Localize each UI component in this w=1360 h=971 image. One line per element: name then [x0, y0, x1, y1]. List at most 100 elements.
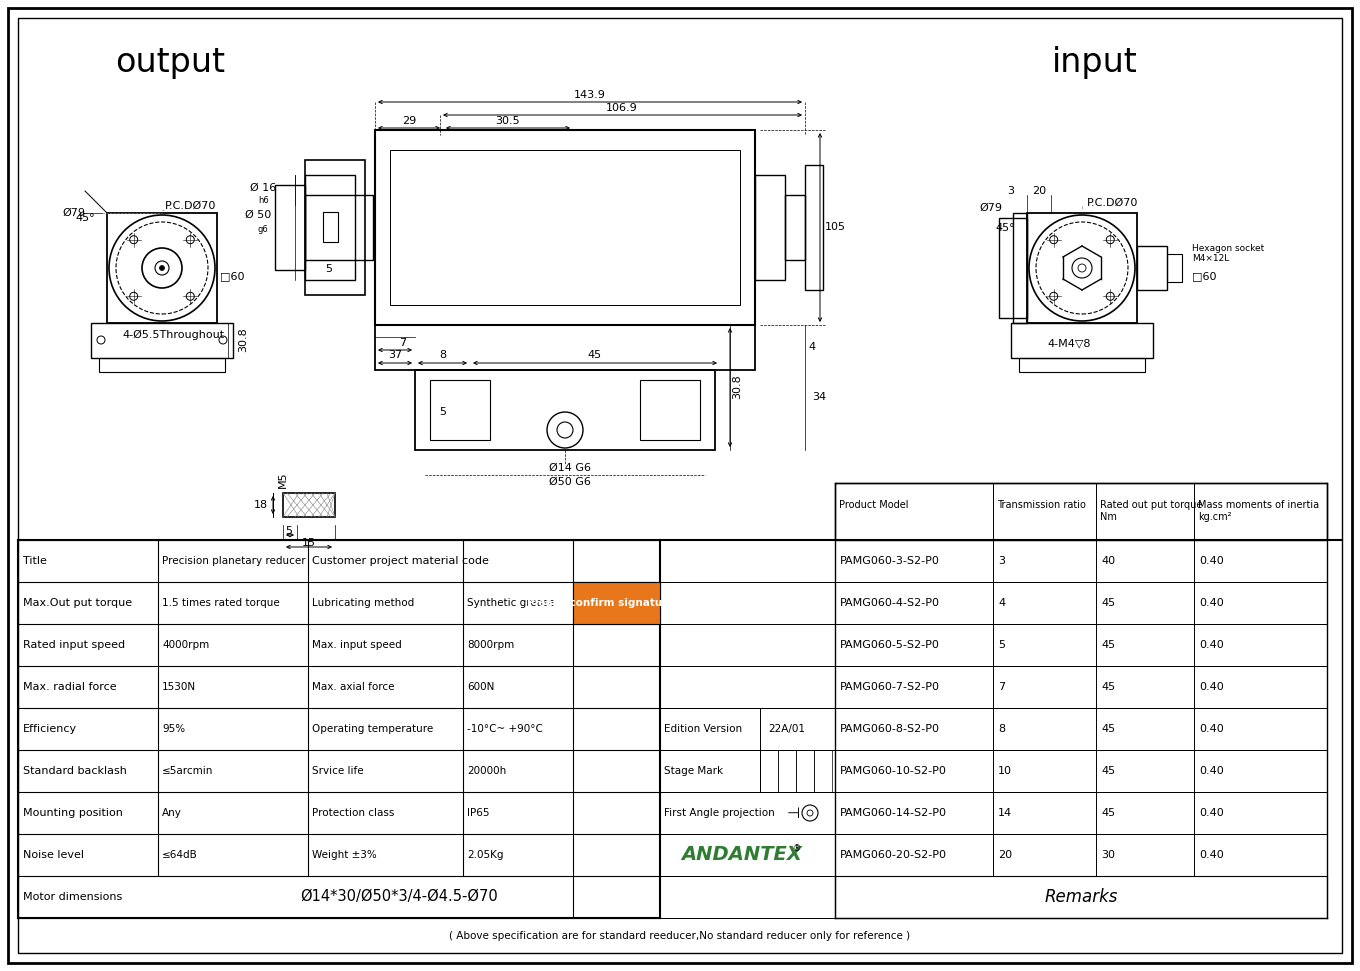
Bar: [1027, 213, 1137, 323]
Text: 20: 20: [1032, 186, 1046, 196]
Bar: [835, 708, 1327, 750]
Text: P.C.DØ70: P.C.DØ70: [1087, 198, 1138, 208]
Text: input: input: [1053, 46, 1138, 79]
Text: Ø14*30/Ø50*3/4-Ø4.5-Ø70: Ø14*30/Ø50*3/4-Ø4.5-Ø70: [301, 889, 498, 905]
Bar: [660, 876, 835, 918]
Text: Please confirm signature/date: Please confirm signature/date: [528, 598, 704, 608]
Bar: [835, 792, 1327, 834]
Bar: [796, 750, 815, 792]
Bar: [835, 540, 1327, 582]
Text: IP65: IP65: [466, 808, 490, 818]
Text: Rated out put torque: Rated out put torque: [1100, 499, 1202, 510]
Text: 37: 37: [388, 350, 403, 360]
Text: PAMG060-7-S2-P0: PAMG060-7-S2-P0: [840, 682, 940, 692]
Text: Operating temperature: Operating temperature: [311, 724, 434, 734]
Text: Any: Any: [162, 808, 182, 818]
Text: Motor dimensions: Motor dimensions: [23, 892, 122, 902]
Text: 45: 45: [1102, 640, 1115, 650]
Text: Srvice life: Srvice life: [311, 766, 363, 776]
Text: 45: 45: [1102, 808, 1115, 818]
Text: 0.40: 0.40: [1200, 598, 1224, 608]
Text: -10°C~ +90°C: -10°C~ +90°C: [466, 724, 543, 734]
Bar: [305, 195, 373, 260]
Text: 45: 45: [1102, 682, 1115, 692]
Text: Remarks: Remarks: [1044, 888, 1118, 906]
Text: 30.5: 30.5: [495, 116, 521, 126]
Text: 4-M4▽8: 4-M4▽8: [1047, 338, 1091, 348]
Bar: [660, 708, 835, 750]
Text: Ø 16: Ø 16: [250, 183, 276, 193]
Text: 22A/01: 22A/01: [768, 724, 805, 734]
Text: Max. input speed: Max. input speed: [311, 640, 401, 650]
Circle shape: [159, 265, 165, 271]
Bar: [835, 582, 1327, 624]
Text: Synthetic grease: Synthetic grease: [466, 598, 555, 608]
Text: 2.05Kg: 2.05Kg: [466, 850, 503, 860]
Text: PAMG060-8-S2-P0: PAMG060-8-S2-P0: [840, 724, 940, 734]
Text: PAMG060-10-S2-P0: PAMG060-10-S2-P0: [840, 766, 947, 776]
Text: 1.5 times rated torque: 1.5 times rated torque: [162, 598, 280, 608]
Text: 5: 5: [439, 407, 446, 417]
Text: First Angle projection: First Angle projection: [664, 808, 775, 818]
Text: 8000rpm: 8000rpm: [466, 640, 514, 650]
Bar: [99, 358, 224, 372]
Text: 600N: 600N: [466, 682, 495, 692]
Text: Efficiency: Efficiency: [23, 724, 78, 734]
Text: 18: 18: [254, 500, 268, 510]
Text: 30.8: 30.8: [238, 327, 248, 352]
Text: Rated input speed: Rated input speed: [23, 640, 125, 650]
Text: 106.9: 106.9: [607, 103, 638, 113]
Text: ≤64dB: ≤64dB: [162, 850, 197, 860]
Bar: [283, 493, 335, 517]
Text: 14: 14: [998, 808, 1012, 818]
Text: Precision planetary reducer: Precision planetary reducer: [162, 556, 306, 566]
Bar: [375, 130, 755, 325]
Bar: [1167, 254, 1182, 282]
Text: 8: 8: [439, 350, 446, 360]
Text: Ø79: Ø79: [979, 203, 1002, 213]
Text: 45°: 45°: [75, 213, 95, 223]
Bar: [324, 212, 339, 242]
Text: Ø 50: Ø 50: [245, 210, 271, 220]
Text: 3: 3: [998, 556, 1005, 566]
Text: 45°: 45°: [996, 223, 1015, 233]
Text: M4×12L: M4×12L: [1191, 253, 1229, 262]
Text: Max.Out put torque: Max.Out put torque: [23, 598, 132, 608]
Bar: [305, 160, 364, 295]
Text: 1530N: 1530N: [162, 682, 196, 692]
Bar: [390, 150, 740, 305]
Bar: [755, 175, 785, 280]
Text: 3: 3: [1008, 186, 1015, 196]
Text: 4000rpm: 4000rpm: [162, 640, 209, 650]
Bar: [835, 834, 1327, 876]
Text: Product Model: Product Model: [839, 499, 908, 510]
Bar: [641, 380, 700, 440]
Text: 45: 45: [1102, 598, 1115, 608]
Text: 105: 105: [826, 222, 846, 232]
Text: 10: 10: [998, 766, 1012, 776]
Bar: [1010, 323, 1153, 358]
Text: □60: □60: [220, 271, 245, 281]
Bar: [91, 323, 233, 358]
Bar: [573, 582, 660, 624]
Bar: [375, 325, 755, 370]
Text: 20: 20: [998, 850, 1012, 860]
Text: 15: 15: [302, 538, 316, 548]
Bar: [660, 834, 835, 876]
Text: Ø14 G6: Ø14 G6: [549, 463, 592, 473]
Bar: [835, 624, 1327, 666]
Text: 143.9: 143.9: [574, 90, 607, 100]
Text: PAMG060-5-S2-P0: PAMG060-5-S2-P0: [840, 640, 940, 650]
Text: Lubricating method: Lubricating method: [311, 598, 415, 608]
Text: 4: 4: [998, 598, 1005, 608]
Text: 0.40: 0.40: [1200, 640, 1224, 650]
Text: Mass moments of inertia: Mass moments of inertia: [1198, 499, 1319, 510]
Text: 20000h: 20000h: [466, 766, 506, 776]
Text: 40: 40: [1102, 556, 1115, 566]
Bar: [660, 750, 835, 792]
Text: Edition Version: Edition Version: [664, 724, 743, 734]
Text: Nm: Nm: [1100, 513, 1117, 522]
Bar: [1019, 358, 1145, 372]
Text: 7: 7: [998, 682, 1005, 692]
Text: Stage Mark: Stage Mark: [664, 766, 724, 776]
